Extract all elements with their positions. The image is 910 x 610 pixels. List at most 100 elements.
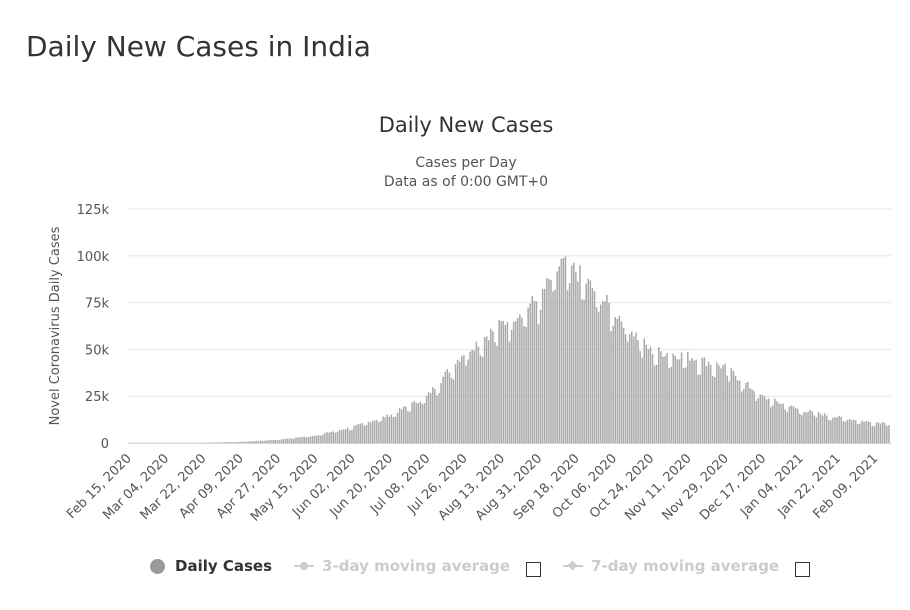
bar <box>535 301 538 443</box>
bar <box>714 377 716 443</box>
bar <box>336 431 339 443</box>
bar <box>380 420 382 443</box>
legend-item-daily-cases[interactable]: Daily Cases <box>150 557 272 575</box>
bar <box>278 440 281 443</box>
page-heading: Daily New Cases in India <box>26 30 371 63</box>
bar <box>792 406 795 443</box>
y-tick-label: 100k <box>77 250 110 265</box>
bar <box>446 369 449 443</box>
legend: Daily Cases 3-day moving average 7-day m… <box>150 553 832 579</box>
bar <box>259 440 262 443</box>
bar <box>560 258 563 443</box>
bar <box>867 421 869 443</box>
bar <box>662 356 664 443</box>
bar <box>411 402 413 443</box>
bar <box>701 357 704 443</box>
bar <box>873 426 876 443</box>
bar <box>732 371 735 443</box>
bar <box>765 399 768 443</box>
bar <box>794 408 797 443</box>
bar <box>624 334 627 443</box>
bar <box>307 437 310 443</box>
bar <box>365 425 368 443</box>
bar <box>836 417 838 443</box>
bar <box>394 416 397 443</box>
bar <box>757 398 760 443</box>
bar <box>382 416 384 443</box>
bar <box>635 332 637 443</box>
bar <box>597 311 600 443</box>
bar <box>703 357 706 443</box>
circle-marker-icon <box>150 558 165 574</box>
bar <box>755 400 757 443</box>
bar <box>369 422 372 443</box>
bar <box>697 374 699 443</box>
bar <box>481 357 484 443</box>
bar <box>396 412 399 443</box>
bar <box>413 400 415 443</box>
bar <box>456 359 459 443</box>
bars <box>128 256 891 444</box>
chart-title: Daily New Cases <box>379 113 554 137</box>
bar <box>334 432 337 443</box>
bar <box>438 393 440 443</box>
bar <box>517 317 519 443</box>
bar <box>359 423 361 443</box>
checkbox-3-day-average[interactable] <box>526 561 542 577</box>
x-tick-label: Feb 15, 2020 <box>64 451 135 522</box>
bar <box>842 421 845 443</box>
bar <box>770 407 772 443</box>
bar <box>320 435 322 443</box>
x-tick-label: Feb 09, 2021 <box>810 451 881 522</box>
bar <box>579 265 581 443</box>
bar <box>649 346 652 443</box>
bar <box>282 438 285 443</box>
bar <box>738 380 741 443</box>
bar <box>728 381 731 443</box>
bar <box>303 436 305 443</box>
bar <box>423 403 426 443</box>
bar <box>620 321 623 443</box>
checkbox-7-day-average[interactable] <box>795 561 811 577</box>
bar <box>363 425 366 443</box>
bar <box>266 440 268 443</box>
bar <box>318 435 320 443</box>
bar <box>344 429 347 443</box>
y-tick-label: 0 <box>101 437 109 452</box>
bar <box>544 288 546 443</box>
bar <box>436 395 438 443</box>
bar <box>674 355 677 443</box>
legend-item-3-day-average[interactable]: 3-day moving average <box>294 556 542 577</box>
bar <box>502 320 505 443</box>
bar <box>743 388 745 443</box>
bar <box>622 327 625 443</box>
bar <box>552 291 554 443</box>
legend-item-7-day-average[interactable]: 7-day moving average <box>563 556 811 577</box>
bar <box>886 425 888 443</box>
bar <box>823 413 826 443</box>
bar <box>859 423 861 443</box>
bar <box>407 411 409 443</box>
bar <box>564 256 567 443</box>
x-tick-label: Mar 04, 2020 <box>100 451 172 523</box>
bar <box>825 415 828 443</box>
bar <box>218 442 220 443</box>
x-tick-label: Sep 18, 2020 <box>511 451 583 523</box>
bar <box>405 406 407 443</box>
bar <box>863 421 865 443</box>
bar <box>587 278 590 443</box>
bar <box>556 271 558 443</box>
bar <box>531 295 534 443</box>
bar <box>581 299 583 443</box>
bar <box>444 371 446 443</box>
bar <box>546 277 548 443</box>
bar <box>458 361 461 443</box>
bar <box>398 408 401 443</box>
bar <box>471 349 473 443</box>
bar <box>684 367 687 443</box>
x-tick-label: Nov 29, 2020 <box>660 451 732 523</box>
bar <box>817 412 820 443</box>
bar <box>807 411 809 443</box>
bar <box>554 289 556 443</box>
